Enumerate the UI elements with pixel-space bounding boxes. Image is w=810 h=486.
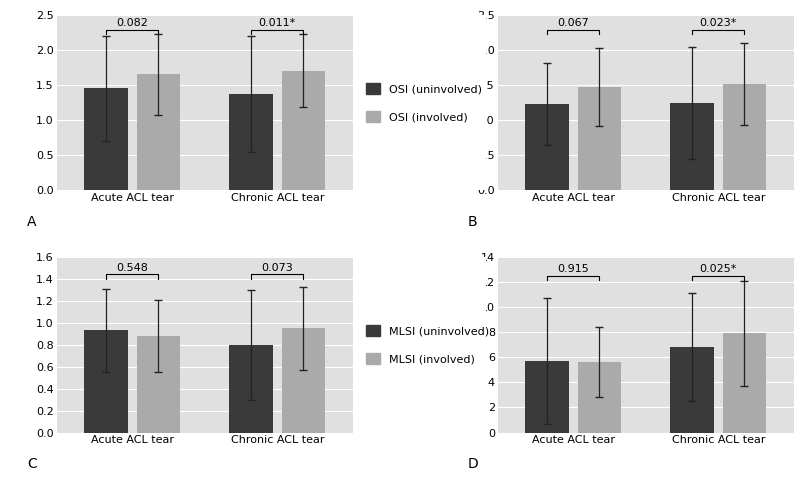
Bar [525, 361, 569, 433]
Text: A: A [27, 215, 36, 229]
Text: 0.011*: 0.011* [258, 18, 296, 28]
Bar [84, 88, 128, 190]
Text: 0.082: 0.082 [117, 18, 148, 28]
Text: B: B [468, 215, 478, 229]
Bar [671, 103, 714, 190]
Bar [723, 84, 766, 190]
Text: 0.073: 0.073 [262, 263, 293, 273]
Text: 0.915: 0.915 [557, 264, 589, 274]
Bar [229, 94, 273, 190]
Bar [671, 347, 714, 433]
Bar [578, 362, 621, 433]
Text: 0.023*: 0.023* [700, 18, 737, 28]
Text: D: D [468, 457, 479, 471]
Text: 0.067: 0.067 [557, 18, 589, 28]
Bar [137, 74, 180, 190]
Text: 0.548: 0.548 [117, 263, 148, 273]
Bar [282, 328, 326, 433]
Legend: OSI (uninvolved), OSI (involved): OSI (uninvolved), OSI (involved) [364, 80, 484, 124]
Bar [525, 104, 569, 190]
Bar [137, 336, 180, 433]
Bar [723, 333, 766, 433]
Bar [282, 71, 326, 190]
Legend: MLSI (uninvolved), MLSI (involved): MLSI (uninvolved), MLSI (involved) [364, 323, 491, 367]
Bar [229, 345, 273, 433]
Text: 0.025*: 0.025* [700, 264, 737, 274]
Bar [84, 330, 128, 433]
Text: C: C [27, 457, 36, 471]
Bar [578, 87, 621, 190]
